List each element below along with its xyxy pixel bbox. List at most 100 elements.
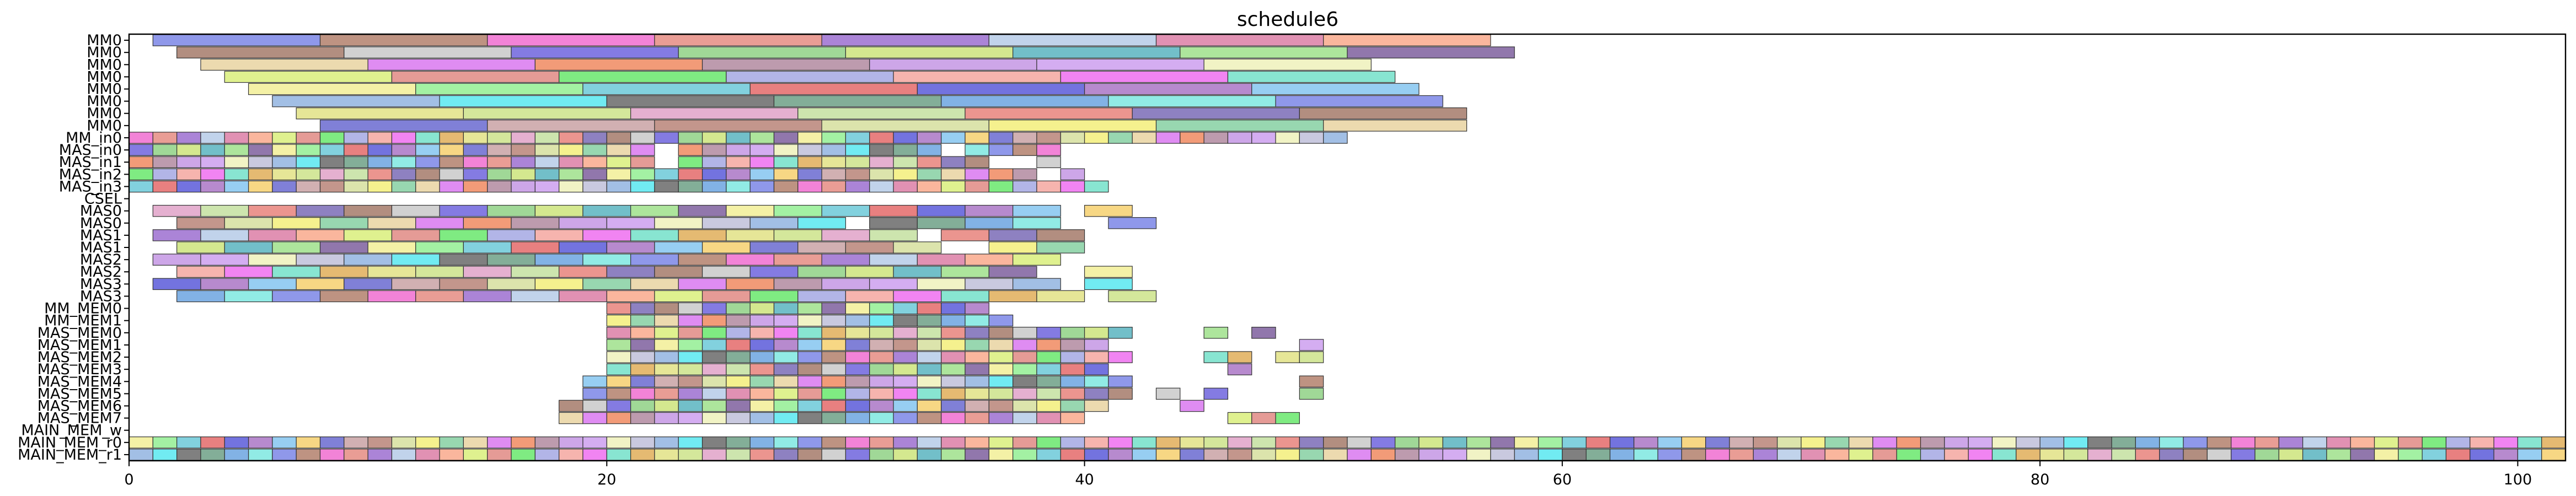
gantt-bar	[1872, 436, 1897, 449]
gantt-bar	[1036, 229, 1085, 241]
gantt-bar	[1060, 132, 1085, 144]
gantt-bar	[248, 229, 297, 241]
gantt-bar	[701, 241, 751, 254]
y-tick-label: MAS_MEM1	[38, 337, 122, 354]
gantt-bar	[1227, 412, 1252, 424]
gantt-bar	[367, 290, 416, 303]
y-tick-label: MAS3	[80, 288, 122, 305]
gantt-bar	[821, 120, 989, 132]
gantt-bar	[654, 339, 679, 351]
gantt-bar	[511, 132, 535, 144]
gantt-bar	[1084, 375, 1109, 388]
gantt-bar	[1944, 436, 1969, 449]
gantt-bar	[176, 180, 201, 193]
gantt-bar	[2183, 436, 2208, 449]
gantt-bar	[224, 132, 249, 144]
gantt-bar	[1824, 436, 1850, 449]
gantt-bar	[296, 180, 321, 193]
gantt-bar	[1299, 375, 1324, 388]
gantt-bar	[487, 436, 512, 449]
gantt-bar	[319, 34, 488, 46]
gantt-bar	[1347, 449, 1372, 461]
gantt-bar	[487, 144, 512, 156]
gantt-bar	[917, 351, 942, 363]
gantt-bar	[917, 339, 942, 351]
gantt-bar	[726, 436, 751, 449]
gantt-bar	[1013, 363, 1037, 375]
gantt-bar	[415, 217, 464, 229]
gantt-bar	[248, 168, 273, 181]
y-tick-label: MAS3	[80, 276, 122, 293]
gantt-bar	[248, 83, 416, 95]
gantt-bar	[1084, 339, 1109, 351]
gantt-bar	[248, 180, 273, 193]
gantt-bar	[1395, 436, 1420, 449]
gantt-bar	[606, 412, 631, 424]
gantt-bar	[965, 278, 1014, 290]
gantt-bar	[1060, 363, 1085, 375]
gantt-bar	[296, 254, 345, 266]
gantt-bar	[869, 144, 894, 156]
gantt-bar	[582, 156, 607, 168]
gantt-bar	[272, 180, 297, 193]
gantt-bar	[1729, 449, 1754, 461]
gantt-bar	[463, 156, 488, 168]
gantt-bar	[582, 449, 607, 461]
gantt-bar	[821, 156, 847, 168]
gantt-bar	[1227, 71, 1396, 83]
gantt-bar	[821, 351, 847, 363]
y-tick-label: MAS_MEM5	[38, 385, 122, 402]
gantt-bar	[988, 180, 1014, 193]
gantt-bar	[1227, 436, 1252, 449]
gantt-bar	[463, 180, 488, 193]
gantt-bar	[248, 204, 297, 217]
gantt-bar	[630, 204, 679, 217]
gantt-bar	[893, 241, 942, 254]
gantt-bar	[654, 132, 679, 144]
gantt-bar	[965, 327, 989, 339]
gantt-bar	[1562, 449, 1587, 461]
gantt-bar	[272, 132, 297, 144]
gantt-bar	[1036, 241, 1085, 254]
gantt-bar	[559, 412, 583, 424]
gantt-bar	[1013, 254, 1061, 266]
y-tick-label: MM0	[87, 56, 122, 73]
gantt-bar	[1108, 387, 1133, 400]
gantt-bar	[559, 400, 583, 412]
gantt-bar	[1753, 436, 1778, 449]
gantt-bar	[367, 449, 393, 461]
gantt-bar	[1203, 351, 1229, 363]
gantt-bar	[439, 229, 488, 241]
gantt-bar	[344, 254, 393, 266]
gantt-bar	[726, 339, 751, 351]
gantt-bar	[893, 290, 942, 303]
gantt-bar	[606, 266, 655, 278]
gantt-bar	[319, 290, 368, 303]
gantt-bar	[654, 168, 679, 181]
gantt-bar	[2207, 436, 2232, 449]
y-tick-label: MAS_MEM4	[38, 373, 122, 390]
gantt-bar	[344, 436, 368, 449]
gantt-bar	[176, 290, 225, 303]
gantt-bar	[511, 449, 535, 461]
gantt-bar	[988, 363, 1014, 375]
gantt-bar	[582, 254, 631, 266]
gantt-bar	[701, 400, 727, 412]
y-tick-label: MAS_MEM7	[38, 410, 122, 427]
gantt-bar	[319, 168, 345, 181]
gantt-bar	[463, 241, 512, 254]
gantt-bar	[965, 339, 989, 351]
gantt-bar	[917, 83, 1085, 95]
gantt-bar	[224, 266, 273, 278]
gantt-bar	[821, 302, 847, 315]
gantt-bar	[1466, 436, 1491, 449]
gantt-bar	[606, 168, 631, 181]
gantt-bar	[965, 351, 989, 363]
gantt-bar	[797, 132, 822, 144]
gantt-bar	[941, 180, 966, 193]
gantt-bar	[1180, 436, 1204, 449]
gantt-bar	[1013, 46, 1181, 58]
gantt-bar	[1944, 449, 1969, 461]
gantt-bar	[439, 436, 464, 449]
gantt-bar	[630, 156, 655, 168]
